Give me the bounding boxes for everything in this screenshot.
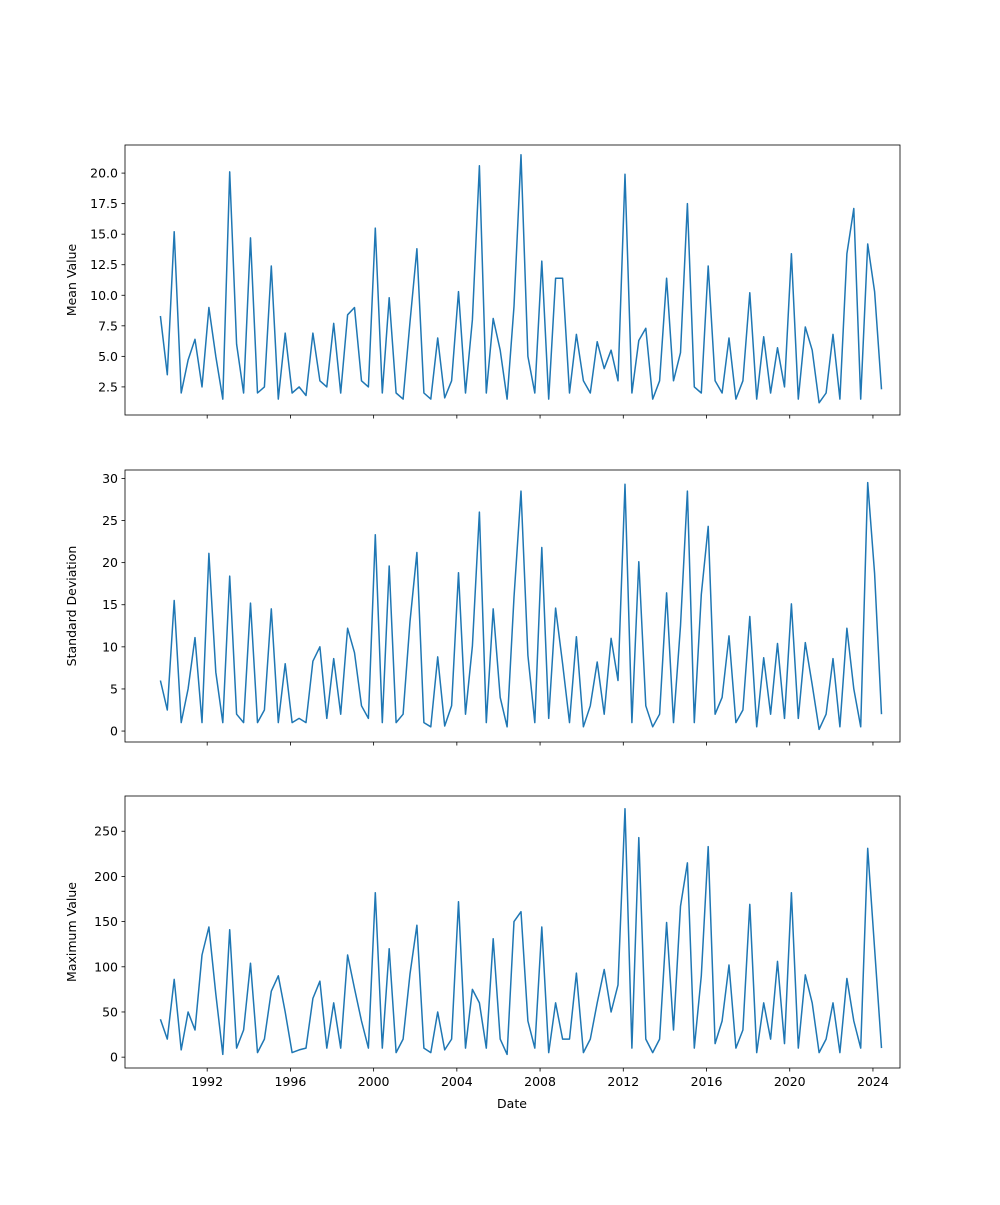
x-tick-label: 1992 — [191, 1074, 223, 1089]
y-tick-label: 20 — [102, 555, 118, 570]
y-tick-label: 10.0 — [90, 288, 118, 303]
series-line — [159, 154, 883, 404]
y-tick-label: 20.0 — [90, 166, 118, 181]
y-axis-label: Mean Value — [64, 244, 79, 317]
y-tick-label: 0 — [110, 724, 118, 739]
y-tick-label: 17.5 — [90, 196, 118, 211]
axes-frame — [124, 144, 901, 416]
x-tick-label: 2000 — [358, 1074, 390, 1089]
x-tick-label: 1996 — [274, 1074, 306, 1089]
y-tick-label: 5.0 — [98, 349, 118, 364]
axes-frame — [124, 795, 901, 1069]
axes-frame — [124, 469, 901, 743]
y-tick-label: 250 — [94, 824, 118, 839]
y-tick-label: 15 — [102, 597, 118, 612]
y-tick-label: 12.5 — [90, 257, 118, 272]
y-tick-label: 2.5 — [98, 379, 118, 394]
x-tick-label: 2004 — [441, 1074, 473, 1089]
y-tick-label: 150 — [94, 914, 118, 929]
x-tick-label: 2016 — [691, 1074, 723, 1089]
subplot-maximum-value: 0 50 100 150 200 250 1992 1996 2000 2004 2008 2012 2… — [64, 795, 901, 1089]
x-tick-label: 2024 — [857, 1074, 889, 1089]
series-line — [159, 481, 883, 731]
y-tick-label: 7.5 — [98, 318, 118, 333]
y-tick-label: 200 — [94, 869, 118, 884]
y-tick-label: 25 — [102, 513, 118, 528]
y-tick-label: 10 — [102, 639, 118, 654]
subplot-mean-value: 2.5 5.0 7.5 10.0 12.5 15.0 17.5 20.0 Mean Value — [64, 144, 901, 419]
y-tick-label: 5 — [110, 681, 118, 696]
subplot-standard-deviation: 0 5 10 15 20 25 30 Standard Deviation — [64, 469, 901, 746]
x-tick-label: 2020 — [774, 1074, 806, 1089]
x-tick-label: 2008 — [524, 1074, 556, 1089]
y-axis-label: Standard Deviation — [64, 546, 79, 667]
y-axis-label: Maximum Value — [64, 882, 79, 982]
y-tick-label: 100 — [94, 959, 118, 974]
series-line — [159, 807, 883, 1056]
x-tick-label: 2012 — [607, 1074, 639, 1089]
y-tick-label: 15.0 — [90, 227, 118, 242]
y-tick-label: 0 — [110, 1050, 118, 1065]
x-axis-label: Date — [497, 1096, 527, 1111]
y-tick-label: 30 — [102, 471, 118, 486]
y-tick-label: 50 — [102, 1004, 118, 1019]
